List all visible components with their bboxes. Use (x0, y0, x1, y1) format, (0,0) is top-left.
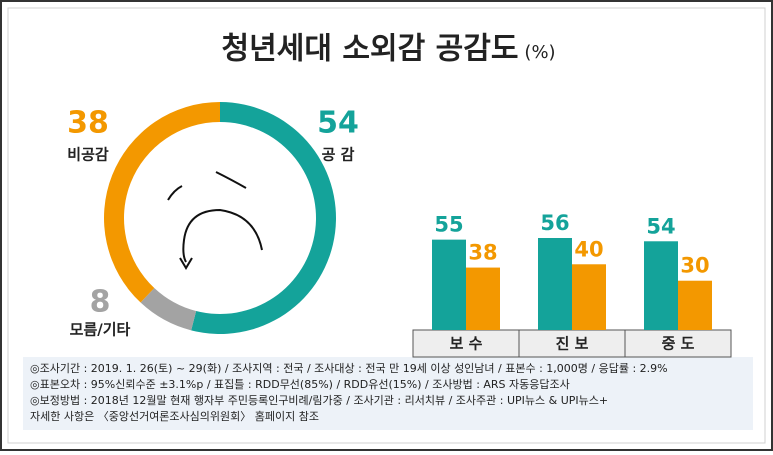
category-label: 비공감 (67, 146, 109, 164)
footnote: 자세한 사항은 〈중앙선거여론조사심의위원회〉 홈페이지 참조 (30, 409, 319, 423)
bar (572, 264, 606, 330)
value-label: 54 (317, 106, 359, 141)
donut-segment (140, 287, 197, 331)
bar (538, 238, 572, 330)
donut-segment (191, 102, 337, 334)
value-label: 56 (540, 211, 569, 235)
bar (644, 241, 678, 330)
category-label: 공 감 (322, 146, 355, 164)
category-box (624, 329, 732, 358)
bar (466, 267, 500, 330)
bar (678, 280, 712, 330)
donut-segment (104, 102, 220, 303)
title: 청년세대 소외감 공감도 (222, 32, 519, 67)
footnote: ◎표본오차 : 95%신뢰수준 ±3.1%p / 표집틀 : RDD무선(85%… (30, 378, 570, 391)
value-label: 38 (67, 106, 109, 141)
category-label: 모름/기타 (70, 321, 131, 339)
value-label: 40 (574, 237, 603, 261)
x-tick-label: 보 수 (450, 335, 483, 353)
x-tick-label: 진 보 (556, 335, 589, 353)
unit: (%) (524, 42, 555, 63)
value-label: 8 (90, 285, 111, 320)
value-label: 38 (468, 241, 497, 265)
footnote: ◎보정방법 : 2018년 12월말 현재 행자부 주민등록인구비례/림가중 /… (30, 394, 608, 407)
value-label: 54 (646, 214, 675, 238)
value-label: 30 (680, 254, 709, 278)
footnote: ◎조사기간 : 2019. 1. 26(토) ~ 29(화) / 조사지역 : … (30, 362, 668, 375)
inner-frame (7, 7, 766, 444)
footnote-box (23, 357, 753, 430)
bar (432, 239, 466, 330)
face-decoration (167, 171, 263, 270)
x-tick-label: 중 도 (662, 335, 695, 353)
value-label: 55 (434, 213, 463, 237)
